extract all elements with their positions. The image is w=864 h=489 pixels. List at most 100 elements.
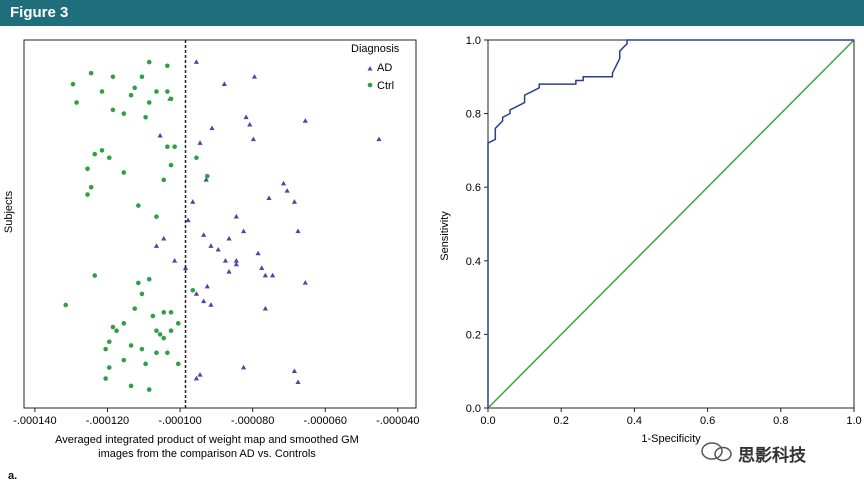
ad-point [262,272,268,278]
ad-point [255,250,261,256]
ad-point [193,59,200,64]
ad-point [215,246,221,252]
legend-ctrl-label: Ctrl [377,80,394,92]
ad-point [376,136,382,142]
roc-y-tick-label: 0.2 [466,329,481,341]
figure-header: Figure 3 [0,0,864,26]
legend-ad-label: AD [377,62,392,74]
ctrl-point [70,81,76,87]
scatter-x-tick-label: -.000080 [231,415,274,427]
ad-point [243,114,249,120]
scatter-x-tick-label: -.000140 [13,415,56,427]
ad-point [172,258,178,263]
ctrl-point [63,302,69,308]
ctrl-point [168,162,174,168]
ctrl-point [110,107,116,113]
ad-point [153,243,160,248]
ad-point [201,232,207,237]
ctrl-point [165,350,170,356]
ctrl-point [139,346,145,352]
ctrl-point [139,291,145,297]
ctrl-point [121,170,127,175]
ad-point [266,195,272,201]
ctrl-point [128,383,134,389]
ad-point [251,74,258,79]
ad-point [270,272,276,278]
ctrl-point [85,166,90,172]
ad-point [233,213,239,219]
ctrl-point [85,192,90,197]
watermark-text: 思影科技 [738,446,806,465]
ad-point [284,188,290,193]
ad-point [226,269,232,274]
roc-y-tick-label: 1.0 [466,35,481,47]
ctrl-point [99,89,105,94]
ctrl-point [165,63,170,69]
wechat-icon [701,442,732,462]
scatter-x-tick-label: -.000040 [376,415,419,427]
roc-x-tick-label: 0.2 [554,415,569,427]
roc-reference-line [487,39,855,409]
ctrl-point [92,151,98,157]
ctrl-point [154,89,159,94]
ad-point [203,177,209,182]
legend-title: Diagnosis [351,43,400,55]
ctrl-point [99,148,105,153]
ad-point [204,283,210,289]
roc-curve [487,39,854,408]
ad-point [302,118,308,123]
ctrl-point [74,100,79,105]
ctrl-point [168,310,174,315]
roc-y-tick-label: 0.4 [466,256,481,268]
ad-point [250,136,256,142]
scatter-y-axis-label: Subjects [3,190,15,233]
ad-point [291,368,298,373]
ctrl-point [150,313,156,319]
ctrl-point [161,335,167,341]
ad-point [247,121,253,127]
ctrl-point [121,111,127,116]
ctrl-point [146,276,152,282]
ad-point [240,364,247,370]
ctrl-point [139,74,145,80]
ad-point [295,228,301,234]
ad-point [193,291,200,296]
ctrl-point [161,310,167,315]
ctrl-point [132,85,138,91]
ctrl-point [88,184,94,190]
ctrl-point [110,324,116,330]
legend-ad-marker [367,66,373,71]
ad-point [295,379,301,385]
ctrl-point [128,92,134,98]
ctrl-point [168,96,174,102]
scatter-x-axis-label-line-2: images from the comparison AD vs. Contro… [98,448,316,460]
ad-point [302,280,308,285]
roc-y-tick-label: 0.6 [466,182,481,194]
scatter-legend: Diagnosis AD Ctrl [351,43,400,92]
ad-point [161,235,167,241]
ad-point [240,228,247,234]
ctrl-point [103,376,108,381]
panel-label: a. [8,470,18,482]
ad-point [233,261,239,267]
ctrl-point [103,346,108,352]
ctrl-point [106,365,112,370]
ad-point [185,217,191,223]
roc-x-tick-label: 0.0 [480,415,495,427]
ctrl-point [161,177,167,183]
ctrl-point [165,89,170,94]
ctrl-point [154,350,159,356]
ad-point [197,372,203,377]
roc-x-tick-label: 0.4 [627,415,642,427]
ctrl-point [190,287,196,293]
roc-x-axis-label: 1-Specificity [641,433,701,445]
ctrl-point [165,144,170,150]
ad-point [233,258,239,263]
ad-point [262,305,268,311]
ctrl-point [154,214,159,219]
ctrl-point [143,114,148,120]
ctrl-point [132,306,138,311]
ad-point [209,125,215,131]
ctrl-point [146,387,152,392]
